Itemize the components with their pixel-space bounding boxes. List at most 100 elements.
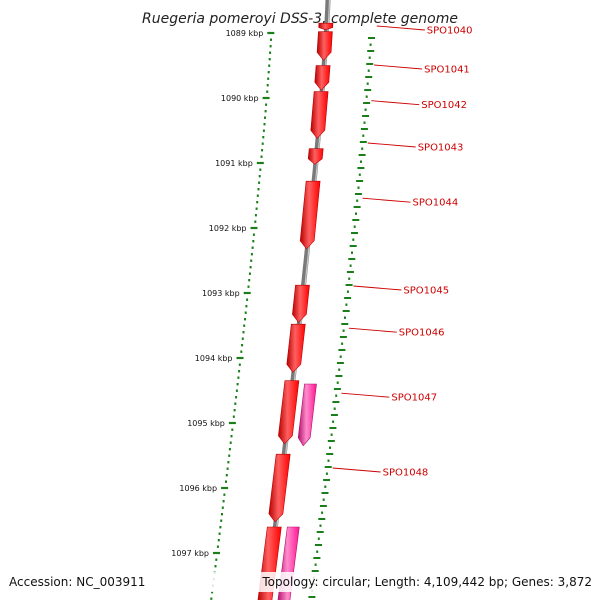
outer-minor-tick xyxy=(342,329,345,332)
minor-tick xyxy=(268,64,271,67)
outer-minor-tick xyxy=(349,264,352,267)
outer-major-tick xyxy=(353,206,361,208)
map-title: Ruegeria pomeroyi DSS-3, complete genome xyxy=(142,11,458,27)
gene-label[interactable]: SPO1046 xyxy=(399,328,445,339)
outer-minor-tick xyxy=(335,394,338,397)
minor-tick xyxy=(258,175,261,178)
outer-major-tick xyxy=(330,414,338,416)
minor-tick xyxy=(250,253,253,256)
outer-minor-tick xyxy=(365,95,368,98)
cds-arrow[interactable] xyxy=(314,65,331,91)
minor-tick xyxy=(264,110,267,113)
outer-minor-tick xyxy=(368,56,371,59)
minor-tick xyxy=(247,285,250,288)
minor-tick xyxy=(262,129,265,132)
minor-tick xyxy=(268,58,271,61)
outer-major-tick xyxy=(352,219,360,221)
gene-label[interactable]: SPO1042 xyxy=(421,100,467,111)
minor-tick xyxy=(251,246,254,249)
cds-arrow[interactable] xyxy=(268,453,291,523)
tick-label: 1097 kbp xyxy=(171,549,209,558)
minor-tick xyxy=(270,38,272,41)
outer-minor-tick xyxy=(367,69,370,72)
minor-tick xyxy=(267,71,270,74)
tick-label: 1091 kbp xyxy=(215,159,253,168)
minor-tick xyxy=(219,526,222,529)
minor-tick xyxy=(237,376,240,379)
cds-arrow[interactable] xyxy=(310,91,329,139)
minor-tick xyxy=(222,500,225,503)
gene-label-track: SPO1040 SPO1041 SPO1042 SPO1043 SPO1044 SPO10… xyxy=(332,26,473,479)
gene-label[interactable]: SPO1047 xyxy=(391,393,437,404)
outer-major-tick xyxy=(360,128,368,130)
tick-label: 1093 kbp xyxy=(202,289,240,298)
minor-tick xyxy=(263,123,266,126)
cds-arrow[interactable] xyxy=(286,323,306,373)
outer-major-tick xyxy=(342,310,350,312)
minor-tick xyxy=(257,188,260,191)
minor-tick xyxy=(221,506,224,509)
inner-tick-ring: 1089 kbp 1090 kbp 1091 kbp 1092 kbp 1093 kbp… xyxy=(171,29,275,600)
minor-tick xyxy=(259,168,262,171)
outer-major-tick xyxy=(367,50,375,52)
outer-major-tick xyxy=(324,466,332,468)
outer-minor-tick xyxy=(361,147,364,150)
minor-tick xyxy=(235,389,238,392)
minor-tick xyxy=(254,220,257,223)
minor-tick xyxy=(255,207,258,210)
minor-tick xyxy=(246,298,249,301)
gene-label[interactable]: SPO1044 xyxy=(413,198,459,209)
gene-label[interactable]: SPO1041 xyxy=(424,65,470,76)
minor-tick xyxy=(225,474,228,477)
minor-tick xyxy=(238,363,241,366)
gene-label[interactable]: SPO1048 xyxy=(383,468,429,479)
outer-major-tick xyxy=(357,167,365,169)
outer-major-tick xyxy=(329,427,337,429)
outer-major-tick xyxy=(327,440,335,442)
outer-minor-tick xyxy=(353,225,356,228)
cds-arrow[interactable] xyxy=(307,148,324,165)
outer-major-tick xyxy=(346,271,354,273)
outer-major-tick xyxy=(363,102,371,104)
cds-arrow[interactable] xyxy=(292,284,310,323)
minor-tick xyxy=(249,266,252,269)
minor-tick xyxy=(252,233,255,236)
outer-minor-tick xyxy=(345,303,348,306)
minor-tick xyxy=(218,532,221,535)
tick-label: 1095 kbp xyxy=(187,419,225,428)
outer-minor-tick xyxy=(314,563,317,566)
label-leader-line xyxy=(367,142,416,148)
outer-major-tick xyxy=(341,323,349,325)
cds-arrow[interactable] xyxy=(278,380,300,445)
minor-tick xyxy=(221,513,223,516)
outer-major-tick xyxy=(336,362,344,364)
minor-tick xyxy=(225,480,227,483)
cds-arrow[interactable] xyxy=(299,180,321,250)
gene-label[interactable]: SPO1040 xyxy=(427,26,473,37)
outer-major-tick xyxy=(332,401,340,403)
cds-arrow[interactable] xyxy=(318,22,334,31)
minor-tick xyxy=(236,383,239,386)
accession-text: Accession: NC_003911 xyxy=(9,575,145,589)
outer-major-tick xyxy=(349,245,357,247)
minor-tick xyxy=(265,103,268,106)
outer-minor-tick xyxy=(358,173,361,176)
gene-arrow[interactable] xyxy=(297,383,317,447)
outer-minor-tick xyxy=(316,550,319,553)
gene-label[interactable]: SPO1045 xyxy=(403,286,449,297)
minor-tick xyxy=(241,337,244,340)
outer-minor-tick xyxy=(356,199,359,202)
cds-arrow[interactable] xyxy=(316,31,333,61)
outer-minor-tick xyxy=(338,368,341,371)
minor-tick xyxy=(269,51,272,54)
outer-major-tick xyxy=(338,349,346,351)
minor-tick xyxy=(242,331,245,334)
outer-minor-tick xyxy=(336,381,339,384)
outer-major-tick xyxy=(351,232,358,234)
minor-tick xyxy=(230,435,233,438)
genome-summary-text: Topology: circular; Length: 4,109,442 bp… xyxy=(261,575,592,589)
outer-major-tick xyxy=(368,37,375,39)
minor-tick xyxy=(215,558,218,561)
gene-label[interactable]: SPO1043 xyxy=(418,143,464,154)
